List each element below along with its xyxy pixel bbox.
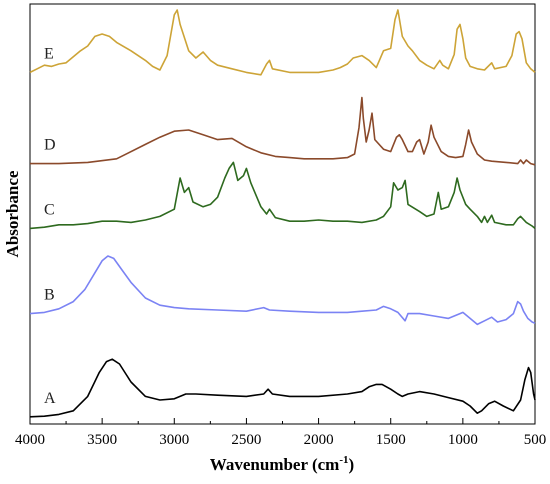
x-tick-label-2000: 2000 (304, 432, 334, 448)
x-tick-label-3500: 3500 (87, 432, 117, 448)
x-axis-label-main: Wavenumber (cm (210, 455, 340, 474)
x-axis-label-close: ) (349, 455, 355, 474)
series-line-c (29, 161, 536, 230)
x-tick-label-1000: 1000 (448, 432, 478, 448)
series-label-b: B (44, 287, 55, 304)
y-axis-label: Absorbance (3, 170, 22, 257)
x-axis-label-superscript: -1 (339, 454, 348, 466)
x-axis-tick-labels: 4000 3500 3000 2500 2000 1500 1000 500 (15, 432, 546, 448)
series-label-c: C (44, 201, 55, 218)
series-line-a (29, 358, 536, 418)
x-tick-label-4000: 4000 (15, 432, 45, 448)
x-axis-ticks (29, 418, 536, 424)
x-tick-label-3000: 3000 (159, 432, 189, 448)
plot-frame (29, 3, 536, 425)
series-line-d (30, 96, 536, 166)
series-label-d: D (44, 137, 56, 154)
x-tick-label-2500: 2500 (231, 432, 261, 448)
series-label-a: A (44, 390, 56, 407)
x-tick-label-1500: 1500 (376, 432, 406, 448)
series-label-e: E (44, 45, 54, 62)
series-line-e (29, 9, 536, 76)
x-axis-label: Wavenumber (cm-1) (210, 454, 354, 474)
series-line-b (29, 255, 536, 326)
series-labels: A B C D E (44, 45, 56, 406)
x-tick-label-500: 500 (524, 432, 547, 448)
series-layer (29, 9, 536, 418)
